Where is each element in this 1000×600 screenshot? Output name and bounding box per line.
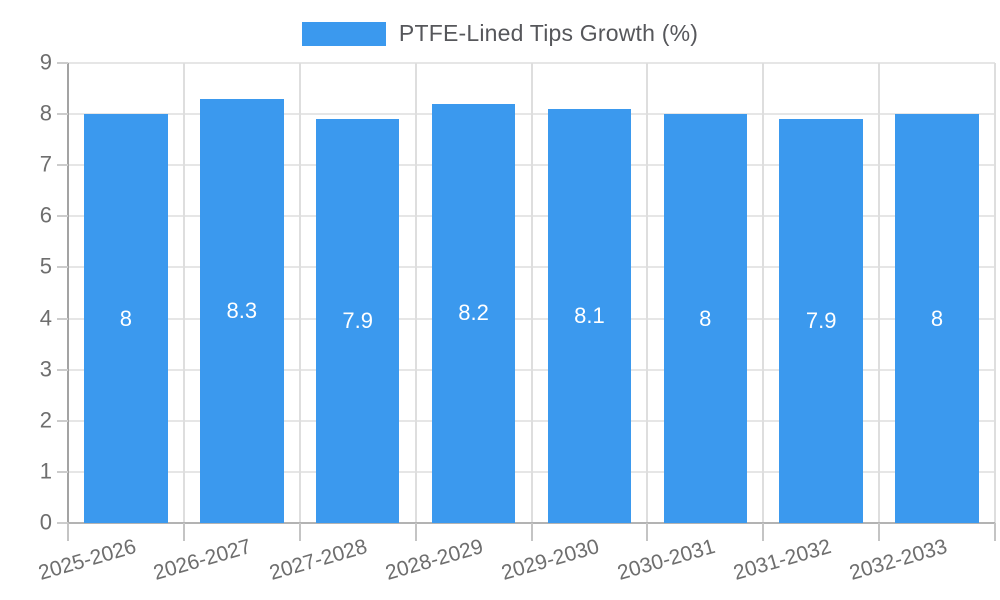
x-axis-tick xyxy=(646,523,649,541)
bar-value-label: 8 xyxy=(119,305,133,331)
x-axis-tick-label: 2028-2029 xyxy=(383,535,486,585)
plot-area: 8 8.3 7.9 8.2 8.1 8 7.9 8 xyxy=(67,62,996,524)
y-axis-tick-label: 9 xyxy=(39,49,52,75)
x-axis-tick-label: 2031-2032 xyxy=(730,535,834,585)
y-axis-tick xyxy=(57,164,68,167)
bar-value-label: 8 xyxy=(699,305,712,331)
x-axis-tick xyxy=(878,523,881,541)
v-gridline xyxy=(646,63,649,523)
x-axis-tick-label: 2025-2026 xyxy=(35,535,139,585)
bar[interactable]: 7.9 xyxy=(779,119,863,523)
bar[interactable]: 8 xyxy=(84,114,168,523)
bar[interactable]: 8.2 xyxy=(431,103,516,523)
chart-legend: PTFE-Lined Tips Growth (%) xyxy=(0,20,1000,47)
bar[interactable]: 7.9 xyxy=(315,119,400,523)
y-axis-tick xyxy=(57,419,68,422)
bar[interactable]: 8.3 xyxy=(200,98,284,523)
y-axis-tick xyxy=(57,62,68,64)
y-axis-tick-label: 1 xyxy=(39,458,52,484)
y-axis-tick-label: 5 xyxy=(39,253,52,279)
v-gridline xyxy=(298,63,301,523)
y-axis-tick xyxy=(57,368,68,371)
bar-value-label: 8.1 xyxy=(574,303,605,328)
bar-value-label: 8 xyxy=(930,305,944,331)
y-axis-tick xyxy=(57,470,68,473)
bar-value-label: 8.2 xyxy=(458,300,489,326)
y-axis-tick-label: 8 xyxy=(39,100,52,126)
y-axis-tick xyxy=(57,215,68,218)
bar-value-label: 8.3 xyxy=(226,297,258,323)
v-gridline xyxy=(182,63,185,523)
x-axis-tick-label: 2029-2030 xyxy=(498,535,602,585)
legend-swatch xyxy=(301,21,386,46)
y-axis-tick-label: 4 xyxy=(39,305,52,331)
y-axis-tick xyxy=(57,113,68,116)
x-axis-tick xyxy=(182,523,185,541)
x-axis-tick xyxy=(298,523,301,541)
v-gridline xyxy=(530,63,533,523)
y-axis-tick-label: 2 xyxy=(39,407,52,433)
x-axis-tick-label: 2026-2027 xyxy=(151,535,255,585)
x-axis-tick-label: 2030-2031 xyxy=(614,535,718,585)
y-axis-line xyxy=(67,63,69,523)
y-axis-tick xyxy=(57,522,68,524)
bar[interactable]: 8 xyxy=(895,114,979,523)
y-axis-tick-label: 3 xyxy=(39,356,52,382)
v-gridline xyxy=(762,63,765,523)
v-gridline xyxy=(994,63,996,523)
y-axis-tick-label: 0 xyxy=(39,509,52,535)
v-gridline xyxy=(878,63,881,523)
legend-label: PTFE-Lined Tips Growth (%) xyxy=(398,20,699,46)
bar[interactable]: 8.1 xyxy=(547,109,632,523)
y-axis-tick-label: 6 xyxy=(39,202,52,228)
bar[interactable]: 8 xyxy=(663,114,748,523)
x-axis-tick xyxy=(994,523,996,541)
x-axis-tick xyxy=(762,523,765,541)
x-axis-tick xyxy=(530,523,533,541)
v-gridline xyxy=(414,63,417,523)
bar-value-label: 7.9 xyxy=(805,308,837,334)
x-axis-tick xyxy=(67,523,69,541)
x-axis-tick-label: 2027-2028 xyxy=(267,535,371,585)
bar-value-label: 7.9 xyxy=(342,308,373,334)
y-axis-tick xyxy=(57,266,68,269)
y-axis-tick xyxy=(57,317,68,320)
x-axis-tick xyxy=(414,523,417,541)
x-axis-tick-label: 2032-2033 xyxy=(846,535,950,585)
y-axis-tick-label: 7 xyxy=(39,151,52,177)
